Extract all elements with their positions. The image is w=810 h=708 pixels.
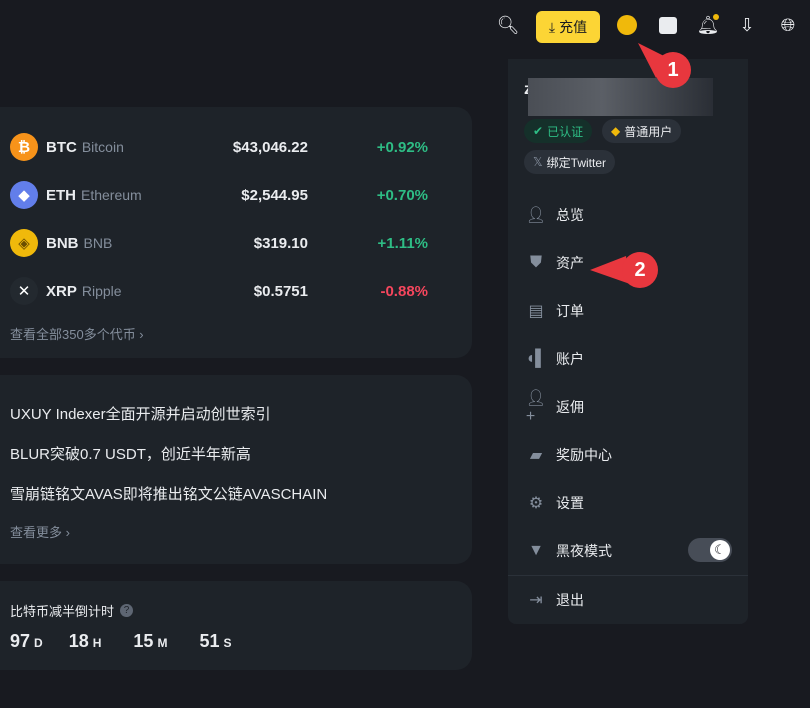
menu-item-account[interactable]: ◖▌ 账户 [525,350,585,367]
menu-item-referral[interactable]: 👤︎+ 返佣 [525,390,584,425]
menu-item-logout[interactable]: ⇥ 退出 [526,588,584,612]
divider [508,575,748,576]
menu-item-rewards[interactable]: ▰ 奖励中心 [526,443,612,467]
shield-icon: ⛊ [529,254,542,271]
callout-2: 2 [622,252,658,288]
download-icon: ⤓ [548,18,556,35]
halving-title: 比特币减半倒计时 [10,604,115,619]
news-item[interactable]: UXUY Indexer全面开源并启动创世索引 [10,406,271,423]
verified-badge: ✔ 已认证 [524,119,593,143]
countdown: 97 D 18 H 15 M 51 S [10,631,232,651]
view-more-link[interactable]: 查看更多 › [10,525,70,540]
coin-row[interactable]: ✕ XRP Ripple $0.5751 -0.88% [10,276,440,306]
markets-card: ₿ BTC Bitcoin $43,046.22 +0.92% ◆ ETH Ethereum… [0,107,472,358]
menu-item-orders[interactable]: ▤ 订单 [526,299,584,323]
callout-2-pointer [590,256,630,284]
bnb-icon: ◈ [10,229,38,257]
globe-icon[interactable]: 🌐︎ [780,14,796,35]
x-icon: 𝕏 [533,155,543,169]
coin-row[interactable]: ◆ ETH Ethereum $2,544.95 +0.70% [10,180,440,210]
dark-mode-toggle[interactable]: ☾ [688,538,732,562]
deposit-button[interactable]: ⤓ 充值 [536,11,600,43]
user-icon[interactable] [616,14,638,36]
news-card: UXUY Indexer全面开源并启动创世索引 BLUR突破0.7 USDT，创… [0,375,472,564]
halving-card: 比特币减半倒计时? 97 D 18 H 15 M 51 S [0,581,472,670]
coin-row[interactable]: ₿ BTC Bitcoin $43,046.22 +0.92% [10,132,440,162]
callout-1: 1 [655,52,691,88]
wallet-icon[interactable] [657,14,679,36]
menu-item-settings[interactable]: ⚙ 设置 [526,491,584,515]
news-item[interactable]: BLUR突破0.7 USDT，创近半年新高 [10,446,251,463]
bind-twitter-button[interactable]: 𝕏 绑定Twitter [524,150,616,174]
moon-icon: ☾ [710,540,730,560]
check-icon: ✔ [533,124,544,138]
logout-icon: ⇥ [529,592,543,609]
search-icon[interactable]: 🔍︎ [496,14,520,35]
tier-badge[interactable]: ◆ 普通用户 [602,119,682,143]
xrp-icon: ✕ [10,277,38,305]
coin-row[interactable]: ◈ BNB BNB $319.10 +1.11% [10,228,440,258]
account-icon: ◖▌ [525,350,547,367]
diamond-icon: ◆ [611,124,621,138]
user-icon: 👤︎ [525,207,547,224]
theme-icon: ▼ [528,542,544,559]
view-all-coins-link[interactable]: 查看全部350多个代币 › [10,327,144,342]
menu-item-assets[interactable]: ⛊ 资产 [526,251,584,275]
orders-icon: ▤ [528,303,544,320]
menu-item-dark-mode: ▼ 黑夜模式 [526,539,612,563]
btc-icon: ₿ [10,133,38,161]
gear-icon: ⚙ [528,495,544,512]
eth-icon: ◆ [10,181,38,209]
app-download-icon[interactable]: ⇩ [739,14,755,35]
news-item[interactable]: 雪崩链铭文AVAS即将推出铭文公链AVASCHAIN [10,486,328,503]
help-icon[interactable]: ? [120,604,134,617]
bell-icon[interactable]: 🔔︎ [696,14,720,35]
menu-item-overview[interactable]: 👤︎ 总览 [525,207,584,224]
ticket-icon: ▰ [529,447,543,464]
